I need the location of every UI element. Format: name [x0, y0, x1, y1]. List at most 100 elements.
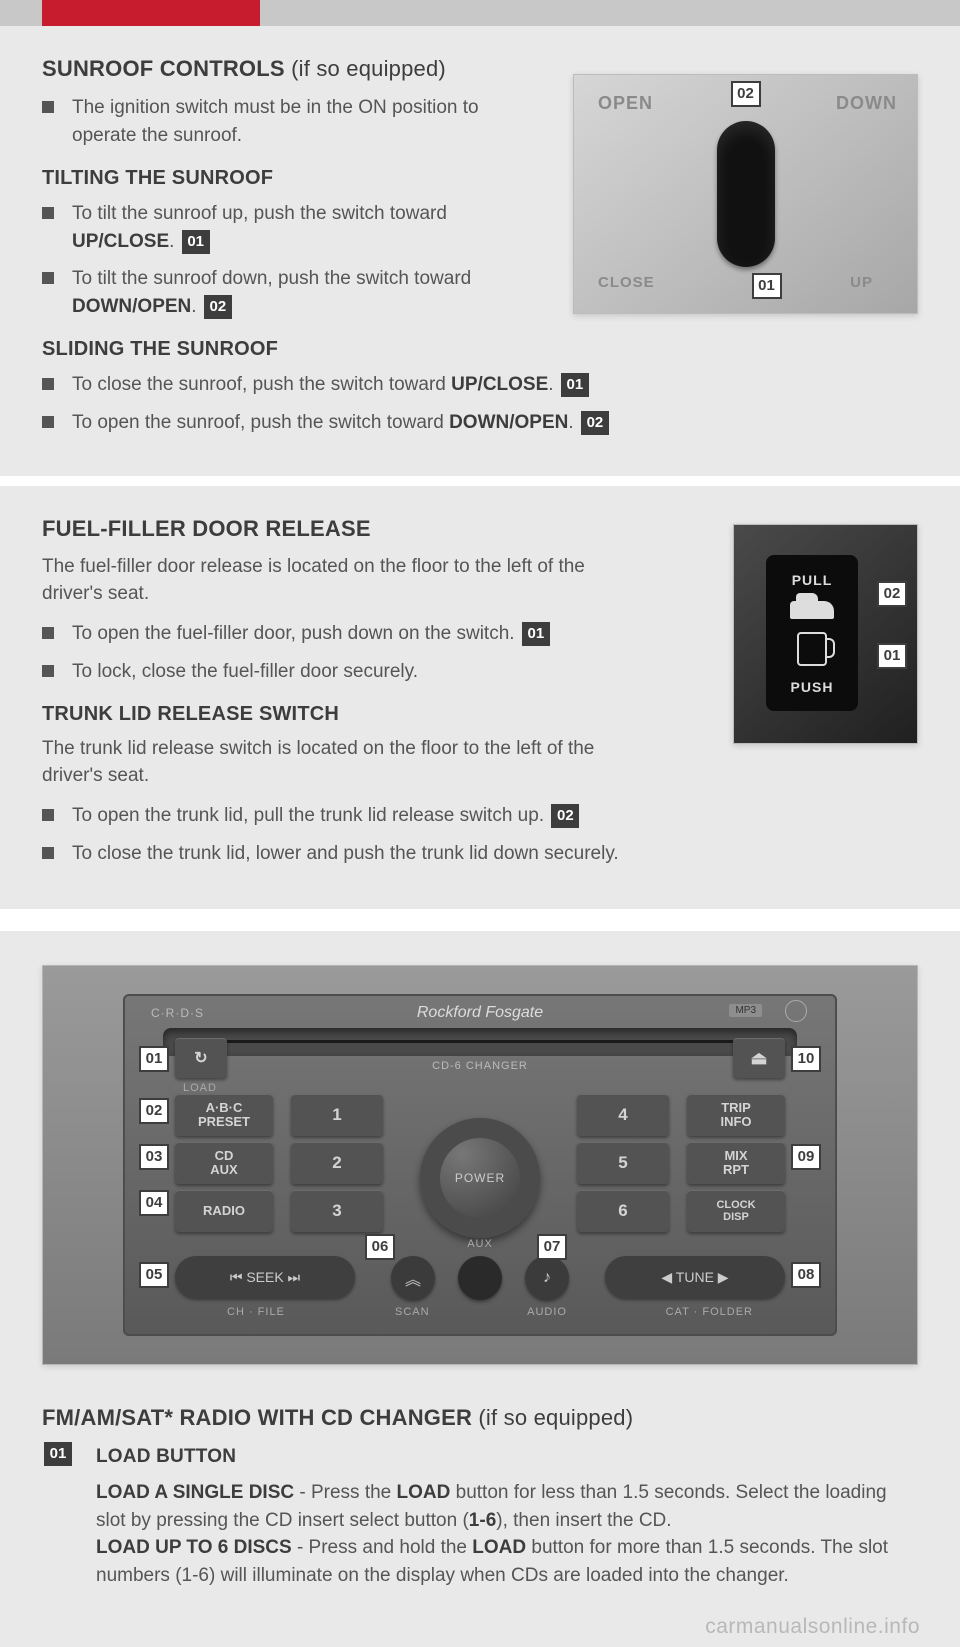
- text-bold: 1-6: [469, 1510, 496, 1531]
- text-bold: DOWN/OPEN: [72, 296, 191, 317]
- btn-preset: A·B·C PRESET: [175, 1094, 273, 1136]
- label-load: LOAD: [183, 1082, 217, 1094]
- tune-rocker: ◀ TUNE ▶: [605, 1256, 785, 1298]
- text-bold: LOAD: [472, 1537, 526, 1558]
- label-aux: AUX: [467, 1238, 493, 1250]
- label-push: PUSH: [791, 679, 834, 695]
- trunk-open-bullet: To open the trunk lid, pull the trunk li…: [42, 802, 918, 830]
- radio-image: C·R·D·S Rockford Fosgate MP3 CD-6 CHANGE…: [42, 965, 918, 1365]
- text: To tilt the sunroof down, push the switc…: [72, 268, 471, 289]
- callout-01: 01: [561, 373, 589, 397]
- radio-callout-03: 03: [139, 1144, 169, 1170]
- label-catfolder: CAT · FOLDER: [666, 1306, 753, 1318]
- btn-trip: TRIP INFO: [687, 1094, 785, 1136]
- radio-callout-04: 04: [139, 1190, 169, 1216]
- radio-callout-01: 01: [139, 1046, 169, 1072]
- slide-close-bullet: To close the sunroof, push the switch to…: [42, 371, 918, 399]
- callout-02: 02: [551, 804, 579, 828]
- slide-open-bullet: To open the sunroof, push the switch tow…: [42, 409, 918, 437]
- sunroof-heading-text: SUNROOF CONTROLS: [42, 56, 291, 81]
- section-radio-image: C·R·D·S Rockford Fosgate MP3 CD-6 CHANGE…: [0, 931, 960, 1365]
- tilt-up-bullet: To tilt the sunroof up, push the switch …: [42, 200, 527, 255]
- radio-heading-text: FM/AM/SAT* RADIO WITH CD CHANGER: [42, 1405, 478, 1430]
- text-bold: LOAD A SINGLE DISC: [96, 1482, 294, 1503]
- release-switch: PULL PUSH: [766, 555, 858, 711]
- text: .: [548, 374, 559, 395]
- watermark: carmanualsonline.info: [0, 1615, 960, 1647]
- sunroof-image: OPEN DOWN CLOSE UP 02 01: [573, 74, 918, 314]
- section-fuel-trunk: FUEL-FILLER DOOR RELEASE The fuel-filler…: [0, 486, 960, 909]
- sunroof-intro-bullet: The ignition switch must be in the ON po…: [42, 94, 527, 149]
- image-callout-01: 01: [877, 643, 907, 669]
- radio-item-01: 01 LOAD BUTTON LOAD A SINGLE DISC - Pres…: [42, 1443, 918, 1589]
- cd-slot: [163, 1028, 797, 1056]
- text-bold: LOAD: [397, 1482, 451, 1503]
- btn-2: 2: [291, 1142, 383, 1184]
- item-01-label: LOAD BUTTON: [96, 1443, 918, 1471]
- item-01-content: LOAD BUTTON LOAD A SINGLE DISC - Press t…: [96, 1443, 918, 1589]
- label-up: UP: [850, 274, 873, 291]
- image-callout-02: 02: [731, 81, 761, 107]
- brand-label: Rockford Fosgate: [417, 1004, 543, 1022]
- label-close: CLOSE: [598, 274, 655, 291]
- load-button-icon: ↻: [175, 1038, 227, 1078]
- radio-callout-10: 10: [791, 1046, 821, 1072]
- radio-callout-07: 07: [537, 1234, 567, 1260]
- callout-02: 02: [204, 295, 232, 319]
- text-bold: UP/CLOSE: [72, 231, 169, 252]
- callout-02: 02: [581, 411, 609, 435]
- red-tab: [42, 0, 260, 26]
- fuel-pump-icon: [797, 632, 827, 666]
- eject-button: ⏏: [733, 1038, 785, 1078]
- text: .: [191, 296, 202, 317]
- btn-radio: RADIO: [175, 1190, 273, 1232]
- aux-jack: [458, 1256, 502, 1300]
- btn-5: 5: [577, 1142, 669, 1184]
- label-pull: PULL: [792, 572, 833, 588]
- section-sunroof: SUNROOF CONTROLS (if so equipped) The ig…: [0, 26, 960, 476]
- fuel-lock-bullet: To lock, close the fuel-filler door secu…: [42, 658, 622, 686]
- fuel-trunk-image: PULL PUSH 02 01: [733, 524, 918, 744]
- image-callout-01: 01: [752, 273, 782, 299]
- radio-heading-paren: (if so equipped): [478, 1405, 633, 1430]
- sunroof-heading-paren: (if so equipped): [291, 56, 446, 81]
- fuel-open-bullet: To open the fuel-filler door, push down …: [42, 620, 622, 648]
- text: - Press the: [294, 1482, 396, 1503]
- item-01-p1: LOAD A SINGLE DISC - Press the LOAD butt…: [96, 1479, 918, 1534]
- callout-01: 01: [182, 230, 210, 254]
- btn-3: 3: [291, 1190, 383, 1232]
- text: ), then insert the CD.: [496, 1510, 671, 1531]
- item-callout-01: 01: [44, 1442, 72, 1466]
- trunk-close-bullet: To close the trunk lid, lower and push t…: [42, 840, 918, 868]
- text: .: [568, 412, 579, 433]
- tilt-down-bullet: To tilt the sunroof down, push the switc…: [42, 265, 527, 320]
- text: .: [169, 231, 180, 252]
- radio-callout-08: 08: [791, 1262, 821, 1288]
- btn-disp: CLOCK DISP: [687, 1190, 785, 1232]
- trunk-paragraph: The trunk lid release switch is located …: [42, 736, 652, 790]
- label-mp3: MP3: [729, 1004, 762, 1017]
- text-bold: LOAD UP TO 6 DISCS: [96, 1537, 292, 1558]
- radio-callout-09: 09: [791, 1144, 821, 1170]
- btn-1: 1: [291, 1094, 383, 1136]
- seek-rocker: ⏮ SEEK ⏭: [175, 1256, 355, 1298]
- label-scan: SCAN: [395, 1306, 430, 1318]
- section-radio-text: FM/AM/SAT* RADIO WITH CD CHANGER (if so …: [0, 1365, 960, 1615]
- label-cdrs: C·R·D·S: [151, 1006, 204, 1020]
- btn-cd-aux: CD AUX: [175, 1142, 273, 1184]
- fuel-paragraph: The fuel-filler door release is located …: [42, 554, 622, 608]
- btn-mix: MIX RPT: [687, 1142, 785, 1184]
- label-audio: AUDIO: [527, 1306, 567, 1318]
- power-knob: POWER: [420, 1118, 540, 1238]
- radio-callout-02: 02: [139, 1098, 169, 1124]
- radio-callout-05: 05: [139, 1262, 169, 1288]
- text: - Press and hold the: [292, 1537, 473, 1558]
- rocker-switch: [717, 121, 775, 267]
- text: To open the sunroof, push the switch tow…: [72, 412, 449, 433]
- sliding-heading: SLIDING THE SUNROOF: [42, 338, 918, 361]
- callout-01: 01: [522, 622, 550, 646]
- divider: [0, 476, 960, 486]
- car-icon: [790, 601, 834, 619]
- top-bar: [0, 0, 960, 26]
- text: To close the sunroof, push the switch to…: [72, 374, 451, 395]
